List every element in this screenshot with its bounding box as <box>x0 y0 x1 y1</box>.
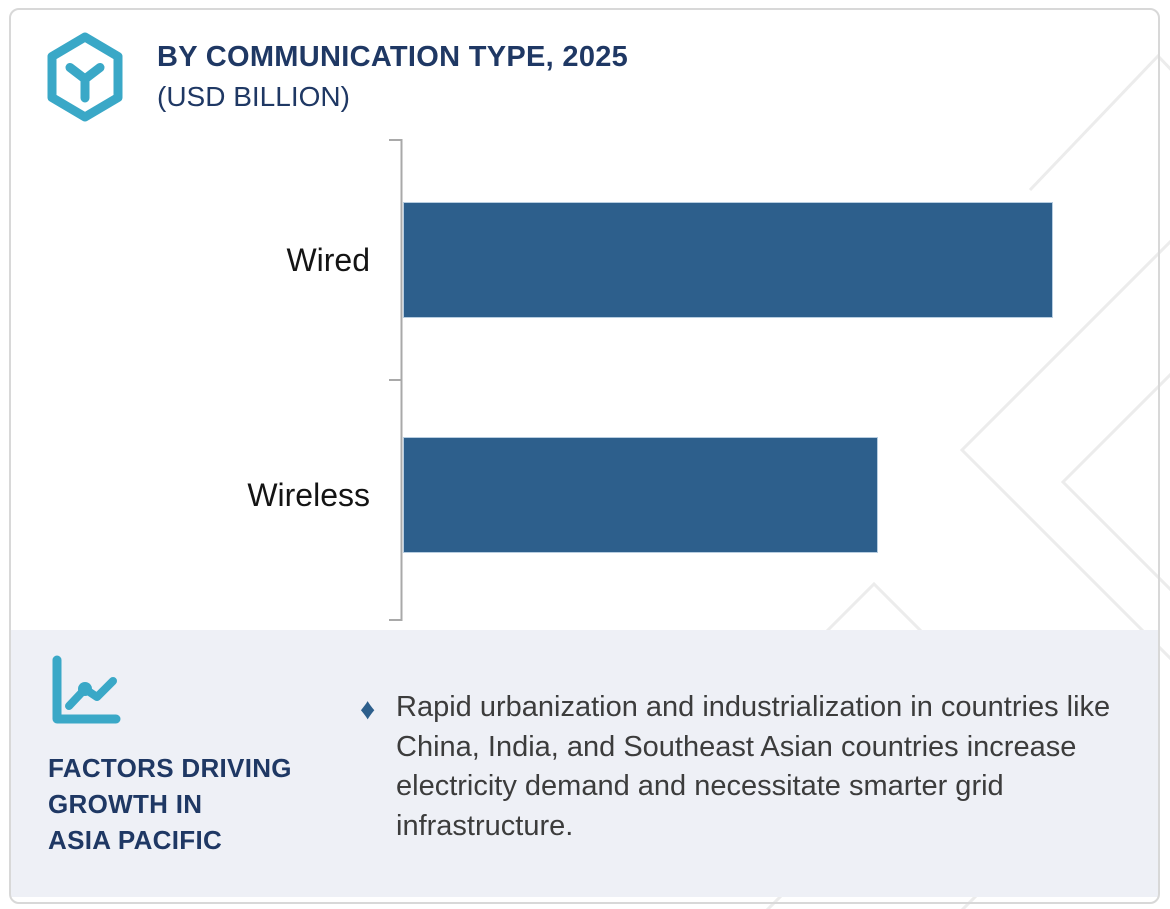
hexagon-y-brand-icon <box>47 32 123 122</box>
bar <box>403 437 878 553</box>
bar <box>403 202 1053 318</box>
chart-category-axis <box>389 139 403 621</box>
factor-bullet-text: Rapid urbanization and industrialization… <box>396 691 1111 842</box>
diamond-bullet-icon: ♦ <box>360 693 376 726</box>
factor-bullet-item: ♦ Rapid urbanization and industrializati… <box>360 688 1145 846</box>
factors-panel <box>11 630 1159 897</box>
chart-bar-row: Wireless <box>0 437 1170 553</box>
chart-title-block: BY COMMUNICATION TYPE, 2025 (USD BILLION… <box>157 42 628 112</box>
bar-label: Wired <box>286 242 370 278</box>
bar-label: Wireless <box>247 477 370 513</box>
chart-subtitle: (USD BILLION) <box>157 81 350 112</box>
growth-line-chart-icon <box>52 655 121 724</box>
factors-heading: FACTORS DRIVING GROWTH IN ASIA PACIFIC <box>48 753 292 855</box>
chart-bar-row: Wired <box>0 202 1170 318</box>
chart-title: BY COMMUNICATION TYPE, 2025 <box>157 41 629 73</box>
